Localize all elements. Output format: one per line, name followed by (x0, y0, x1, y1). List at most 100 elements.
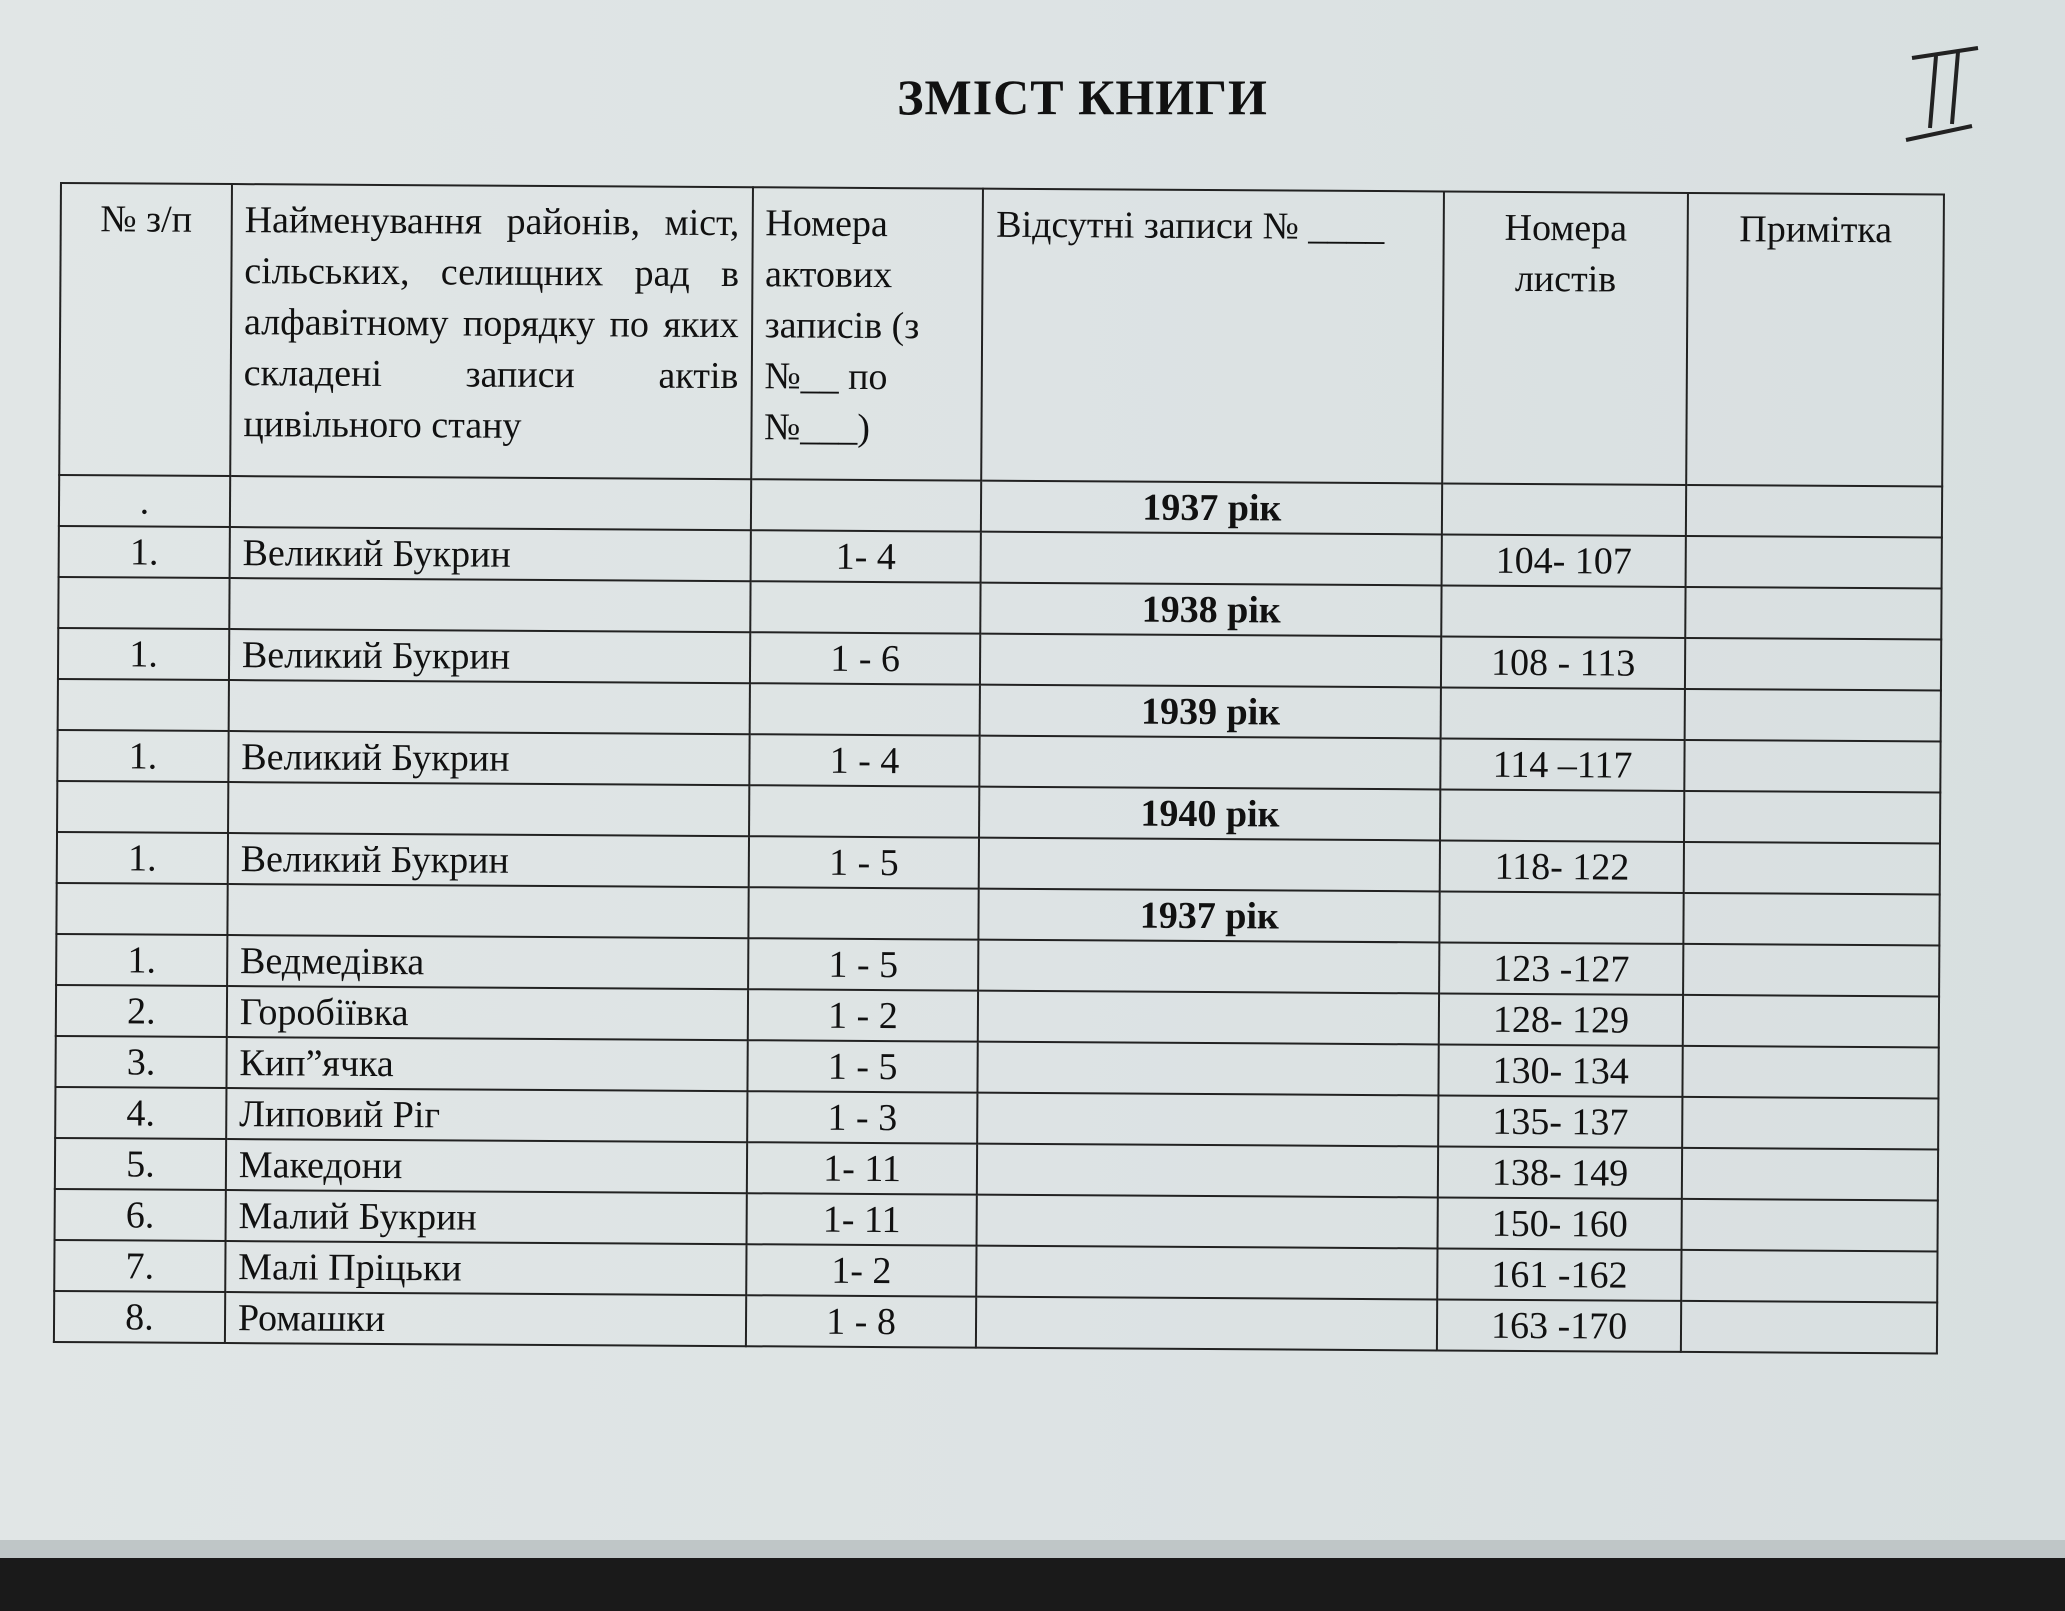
handwritten-roman-numeral-mark (1905, 46, 1979, 142)
cell-name (229, 476, 751, 531)
cell-missing: 1938 рік (980, 582, 1442, 637)
cell-name: Горобіївка (226, 986, 748, 1041)
cell-num (58, 576, 230, 630)
header-records: Номера актових записів (з №__ по №___) (750, 187, 984, 481)
cell-num: 1. (56, 933, 228, 987)
cell-records: 1- 2 (745, 1244, 978, 1297)
cell-sheets (1441, 585, 1686, 638)
cell-note (1682, 1096, 1939, 1150)
cell-note (1685, 535, 1942, 589)
cell-sheets: 128- 129 (1438, 993, 1684, 1046)
cell-missing (977, 1041, 1439, 1096)
cell-note (1684, 688, 1941, 742)
cell-name: Великий Букрин (228, 629, 750, 684)
cell-num (56, 882, 228, 936)
header-number: № з/п (59, 183, 232, 477)
cell-sheets: 118- 122 (1439, 840, 1685, 893)
cell-num: 1. (56, 831, 228, 885)
cell-num: 7. (54, 1239, 226, 1293)
cell-sheets: 114 –117 (1440, 738, 1685, 791)
cell-missing (977, 1143, 1439, 1198)
cell-num: 3. (55, 1035, 227, 1089)
cell-records: 1- 4 (750, 530, 982, 583)
cell-name (228, 680, 750, 735)
cell-note (1685, 484, 1943, 538)
cell-sheets (1440, 687, 1685, 740)
cell-missing (976, 1245, 1438, 1300)
cell-sheets: 161 -162 (1437, 1248, 1682, 1301)
cell-num (57, 780, 229, 834)
cell-records: 1 - 3 (746, 1091, 978, 1144)
cell-records (748, 785, 980, 838)
cell-sheets: 135- 137 (1438, 1095, 1683, 1148)
cell-missing: 1940 рік (979, 786, 1441, 841)
cell-sheets: 163 -170 (1437, 1299, 1682, 1352)
cell-note (1682, 1045, 1939, 1099)
cell-num: 5. (54, 1137, 227, 1191)
cell-num: 2. (55, 984, 227, 1038)
cell-note (1681, 1249, 1938, 1303)
cell-records (750, 479, 982, 532)
cell-records: 1 - 5 (747, 1040, 979, 1093)
cell-records: 1 - 5 (748, 836, 980, 889)
cell-sheets: 108 - 113 (1441, 636, 1686, 689)
header-note: Примітка (1686, 192, 1944, 487)
cell-note (1683, 841, 1940, 895)
document-page (0, 0, 2065, 1552)
cell-sheets: 123 -127 (1439, 942, 1684, 995)
cell-note (1684, 739, 1941, 793)
cell-note (1684, 790, 1941, 844)
cell-num: 1. (57, 627, 230, 681)
cell-sheets: 150- 160 (1437, 1197, 1682, 1250)
header-name: Найменування районів, міст, сільських, с… (230, 184, 753, 480)
page-edge (0, 1540, 2065, 1558)
cell-name (229, 578, 751, 633)
cell-name: Ведмедівка (226, 935, 748, 990)
cell-records: 1 - 2 (747, 989, 979, 1042)
contents-table: № з/п Найменування районів, міст, сільсь… (53, 182, 1945, 1354)
cell-missing (977, 1092, 1439, 1147)
header-sheets: Номера листів (1442, 191, 1689, 485)
cell-missing: 1939 рік (980, 684, 1442, 739)
header-missing: Відсутні записи № ____ (981, 188, 1445, 484)
cell-missing: 1937 рік (981, 480, 1443, 535)
cell-missing (978, 939, 1440, 994)
cell-name (227, 884, 749, 939)
cell-num: 8. (53, 1290, 226, 1344)
cell-note (1682, 994, 1940, 1048)
cell-missing (978, 990, 1440, 1045)
cell-sheets (1442, 483, 1687, 536)
table-row: 8. Ромашки 1 - 8 163 -170 (53, 1290, 1938, 1354)
cell-name: Ромашки (224, 1292, 746, 1347)
cell-note (1685, 586, 1942, 640)
cell-records: 1 - 4 (748, 734, 981, 787)
cell-missing: 1937 рік (978, 888, 1440, 943)
cell-name: Великий Букрин (229, 527, 751, 582)
cell-sheets: 130- 134 (1438, 1044, 1683, 1097)
cell-records: 1 - 5 (747, 938, 979, 991)
cell-note (1683, 943, 1940, 997)
cell-name (227, 782, 749, 837)
cell-records (747, 887, 980, 940)
cell-missing (980, 633, 1442, 688)
cell-name: Македони (225, 1139, 747, 1194)
cell-records: 1- 11 (746, 1142, 978, 1195)
cell-records: 1 - 6 (749, 632, 981, 685)
cell-sheets (1439, 891, 1684, 944)
cell-num (57, 678, 229, 732)
cell-records: 1 - 8 (745, 1295, 977, 1348)
cell-num: 1. (58, 525, 230, 579)
cell-note (1684, 637, 1942, 691)
cell-missing (979, 837, 1441, 892)
cell-num: 4. (55, 1086, 227, 1140)
cell-records (749, 683, 981, 736)
cell-num: 1. (57, 729, 229, 783)
cell-missing (976, 1296, 1438, 1351)
cell-num: . (58, 475, 231, 528)
cell-sheets: 104- 107 (1441, 534, 1686, 587)
cell-note (1681, 1147, 1939, 1201)
table-header-row: № з/п Найменування районів, міст, сільсь… (59, 183, 1944, 487)
cell-name: Малі Пріцьки (225, 1241, 747, 1296)
cell-name: Липовий Ріг (226, 1088, 748, 1143)
cell-missing (979, 735, 1441, 790)
